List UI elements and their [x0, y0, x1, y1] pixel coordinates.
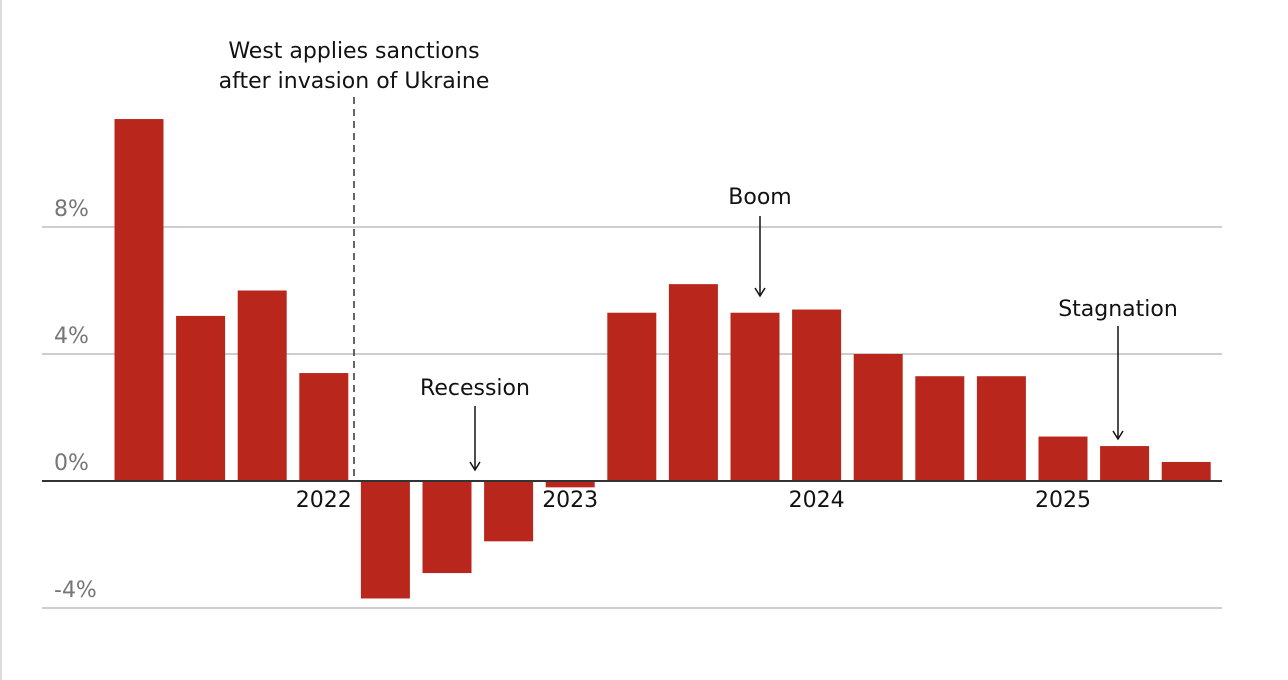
- bar: [114, 119, 164, 482]
- y-tick-label: 0%: [54, 451, 89, 476]
- x-tick-label: 2025: [1035, 488, 1091, 513]
- annotation: Boom: [728, 185, 791, 210]
- stagnation-arrow-head: [1112, 430, 1124, 441]
- x-tick-label: 2024: [789, 488, 845, 513]
- bar: [1100, 446, 1150, 481]
- annotation: Stagnation: [1058, 297, 1178, 322]
- bar: [360, 481, 410, 599]
- x-tick-label: 2023: [542, 488, 598, 513]
- annotation: Recession: [420, 376, 530, 401]
- bar: [1038, 436, 1088, 481]
- bar: [607, 312, 657, 481]
- bar: [668, 284, 718, 481]
- bar: [545, 481, 595, 488]
- bar: [299, 373, 349, 481]
- bar: [422, 481, 472, 574]
- bar: [176, 315, 226, 481]
- bar: [915, 376, 965, 481]
- bar: [1161, 461, 1211, 481]
- y-tick-label: 4%: [54, 324, 89, 349]
- recession-arrow-head: [469, 461, 481, 472]
- y-tick-label: -4%: [54, 578, 97, 603]
- bar: [237, 290, 287, 481]
- bar: [792, 309, 842, 481]
- annotation: after invasion of Ukraine: [219, 69, 490, 94]
- bar: [484, 481, 534, 542]
- bar: [730, 312, 780, 481]
- left-border: [0, 0, 2, 680]
- annotation: West applies sanctions: [228, 39, 479, 64]
- bar: [853, 354, 903, 481]
- x-tick-label: 2022: [296, 488, 352, 513]
- boom-arrow-head: [754, 287, 766, 298]
- bar: [976, 376, 1026, 481]
- y-tick-label: 8%: [54, 197, 89, 222]
